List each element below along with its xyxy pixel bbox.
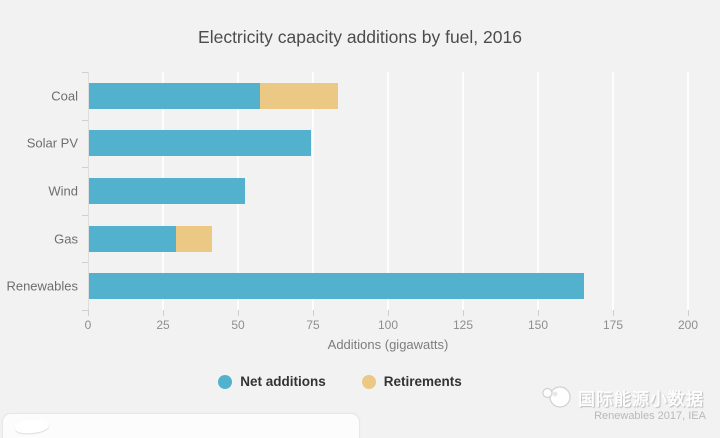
x-axis-tick [238, 310, 239, 316]
x-axis-tick [463, 310, 464, 316]
category-label: Solar PV [26, 135, 78, 151]
y-axis-line [88, 72, 89, 310]
x-axis-title: Additions (gigawatts) [327, 337, 449, 352]
plot-area: 0 25 50 75 100 125 150 175 200 Coal Solar PV Wind Ga… [6, 72, 698, 332]
y-axis-tick [82, 119, 88, 121]
gridline [387, 72, 389, 310]
category-label: Renewables [6, 278, 78, 294]
watermark-text: 国际能源小数据 [578, 389, 704, 409]
bar-segment-net-additions [89, 177, 245, 204]
legend-item-retirements[interactable]: Retirements [361, 374, 462, 389]
bar-segment-net-additions [89, 82, 260, 109]
x-tick-label: 25 [156, 318, 170, 332]
bar-row: Renewables [6, 262, 688, 310]
category-label: Coal [51, 88, 78, 104]
article-card[interactable] [2, 413, 360, 438]
gridline [312, 72, 314, 310]
bar-row: Solar PV [27, 120, 688, 168]
x-tick-label: 50 [231, 318, 245, 332]
gridline [462, 72, 464, 310]
x-tick-label: 200 [677, 318, 699, 332]
x-tick-label: 0 [84, 318, 92, 332]
gridline [687, 72, 689, 310]
card-logo-sketch [14, 418, 50, 435]
x-axis-tick [688, 310, 689, 316]
y-axis-tick [82, 214, 88, 216]
x-tick-label: 100 [377, 318, 399, 332]
panda-globe-logo-icon [542, 386, 571, 408]
bar-row: Gas [54, 215, 688, 263]
x-axis-tick [388, 310, 389, 316]
bar-segment-retirements [176, 225, 212, 252]
x-axis-tick [613, 310, 614, 316]
gridline [537, 72, 539, 310]
category-label: Wind [48, 183, 78, 199]
y-axis-tick [82, 167, 88, 169]
bar-segment-retirements [260, 82, 338, 109]
bar-track [89, 177, 245, 204]
x-axis-tick [163, 310, 164, 316]
bar-track [89, 82, 338, 109]
y-axis-tick [82, 262, 88, 264]
category-label: Gas [54, 231, 78, 247]
chart-title: Electricity capacity additions by fuel, … [198, 27, 522, 47]
bar-segment-net-additions [89, 225, 176, 252]
bar-segment-net-additions [89, 273, 584, 300]
y-axis-tick [82, 72, 88, 73]
legend: Net additions Retirements [0, 374, 680, 389]
x-tick-label: 125 [452, 318, 474, 332]
x-axis-tick [313, 310, 314, 316]
x-tick-label: 175 [602, 318, 624, 332]
y-axis-tick [82, 310, 88, 311]
source-credit: Renewables 2017, IEA [594, 410, 706, 422]
x-tick-label: 75 [306, 318, 320, 332]
bar-track [89, 130, 311, 157]
bar-track [89, 273, 584, 300]
retirements-swatch-icon [361, 374, 376, 389]
x-axis-tick [538, 310, 539, 316]
watermark: 国际能源小数据 [541, 384, 704, 410]
legend-label-retirements: Retirements [383, 374, 462, 389]
bar-row: Coal [51, 72, 688, 120]
x-tick-label: 150 [527, 318, 549, 332]
bar-track [89, 225, 212, 252]
bar-segment-net-additions [89, 130, 311, 157]
legend-label-net-additions: Net additions [240, 374, 326, 389]
x-axis-tick [88, 310, 89, 316]
legend-item-net-additions[interactable]: Net additions [218, 374, 326, 389]
bar-row: Wind [48, 167, 688, 215]
net-additions-swatch-icon [218, 374, 233, 389]
gridline [612, 72, 614, 310]
